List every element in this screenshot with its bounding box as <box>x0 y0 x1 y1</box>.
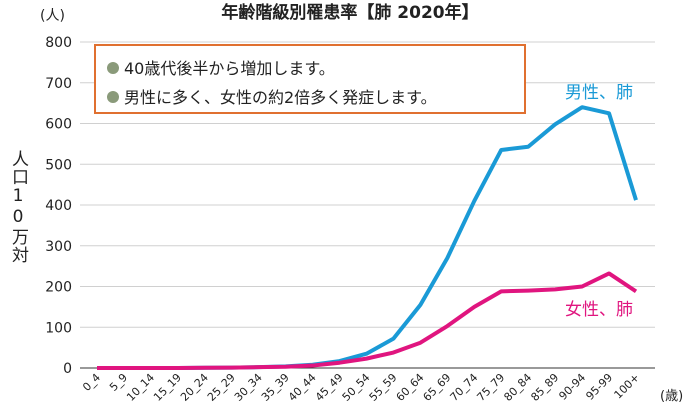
series-label: 男性、肺 <box>565 83 633 103</box>
x-tick-label: 80_84 <box>501 371 534 404</box>
x-tick-label: 100+ <box>612 371 643 402</box>
y-tick-label: 100 <box>45 320 72 336</box>
x-tick-label: 0_4 <box>80 371 103 394</box>
note-text: 男性に多く、女性の約2倍多く発症します。 <box>124 88 437 107</box>
y-tick-label: 800 <box>45 35 72 51</box>
x-tick-label: 60_64 <box>394 371 427 404</box>
x-tick-label: 65_69 <box>421 371 454 404</box>
y-tick-label: 600 <box>45 117 72 133</box>
x-tick-label: 20_24 <box>178 371 211 404</box>
y-tick-label: 200 <box>45 280 72 296</box>
x-tick-label: 10_14 <box>124 371 157 404</box>
y-tick-label: 0 <box>63 361 72 377</box>
series-line <box>97 105 638 370</box>
x-tick-label: 45_49 <box>313 371 346 404</box>
x-tick-label: 95-99 <box>583 371 615 403</box>
y-tick-label: 300 <box>45 239 72 255</box>
x-tick-label: 75_79 <box>474 371 507 404</box>
x-tick-label: 70_74 <box>448 371 481 404</box>
y-tick-label: 500 <box>45 157 72 173</box>
x-tick-label: 85_89 <box>528 371 561 404</box>
x-tick-label: 40_44 <box>286 371 319 404</box>
note-bullet <box>107 91 119 103</box>
x-tick-label: 25_29 <box>205 371 238 404</box>
x-unit: (歳) <box>660 389 683 404</box>
x-tick-label: 15_19 <box>151 371 184 404</box>
y-tick-label: 400 <box>45 198 72 214</box>
x-tick-label: 55_59 <box>367 371 400 404</box>
note-text: 40歳代後半から増加します。 <box>124 59 335 78</box>
y-tick-label: 700 <box>45 76 72 92</box>
y-unit: (人) <box>40 8 65 24</box>
x-tick-label: 5_9 <box>107 371 130 394</box>
notes-box <box>94 44 526 114</box>
x-tick-label: 90-94 <box>556 371 588 403</box>
series-label: 女性、肺 <box>565 300 633 320</box>
y-axis-label: 人口10万対 <box>8 150 28 264</box>
x-tick-label: 50_54 <box>340 371 373 404</box>
note-bullet <box>107 62 119 74</box>
x-tick-label: 30_34 <box>232 371 265 404</box>
x-tick-label: 35_39 <box>259 371 292 404</box>
series-line <box>97 271 638 370</box>
chart-title: 年齢階級別罹患率【肺 2020年】 <box>221 2 478 23</box>
